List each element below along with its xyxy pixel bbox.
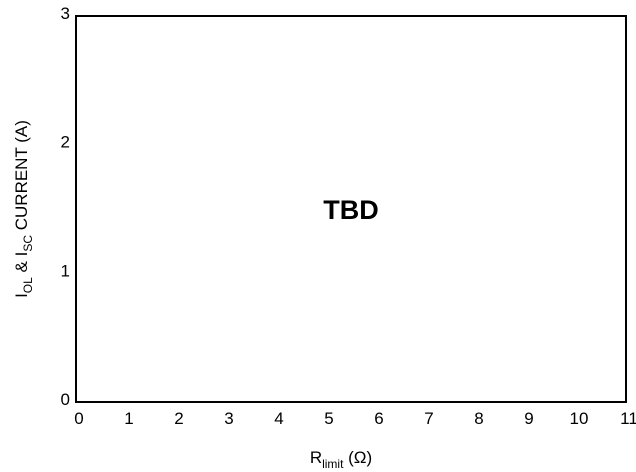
y-tick-label: 2 bbox=[61, 133, 70, 152]
y-axis-label-i1: I bbox=[12, 293, 31, 298]
x-tick-label: 3 bbox=[224, 409, 233, 428]
y-axis-label-sub2: SC bbox=[21, 235, 35, 252]
x-tick-label: 10 bbox=[570, 409, 589, 428]
y-tick-labels: 0 1 2 3 bbox=[61, 4, 70, 409]
x-tick-label: 11 bbox=[620, 409, 636, 428]
x-axis-label-main: R bbox=[310, 448, 322, 467]
y-axis-label-sub1: OL bbox=[21, 277, 35, 293]
x-tick-label: 7 bbox=[424, 409, 433, 428]
x-tick-label: 0 bbox=[74, 409, 83, 428]
x-tick-label: 8 bbox=[474, 409, 483, 428]
x-tick-labels: 0 1 2 3 4 5 6 7 8 9 10 11 bbox=[74, 409, 636, 428]
x-axis-label-sub: limit bbox=[322, 457, 344, 471]
y-tick-label: 3 bbox=[61, 4, 70, 23]
y-axis-label-rest: CURRENT (A) bbox=[12, 120, 31, 235]
center-annotation: TBD bbox=[323, 195, 379, 225]
x-tick-label: 5 bbox=[324, 409, 333, 428]
x-tick-label: 2 bbox=[174, 409, 183, 428]
y-axis-label-mid: & I bbox=[12, 252, 31, 278]
x-tick-label: 4 bbox=[274, 409, 283, 428]
x-axis-label-unit: (Ω) bbox=[343, 448, 372, 467]
y-tick-label: 1 bbox=[61, 261, 70, 280]
x-tick-label: 6 bbox=[374, 409, 383, 428]
plot-area bbox=[75, 15, 627, 403]
x-tick-label: 9 bbox=[524, 409, 533, 428]
y-tick-label: 0 bbox=[61, 390, 70, 409]
x-axis-label: Rlimit (Ω) bbox=[310, 448, 372, 471]
x-tick-label: 1 bbox=[124, 409, 133, 428]
y-axis-label: IOL & ISC CURRENT (A) bbox=[12, 120, 35, 298]
